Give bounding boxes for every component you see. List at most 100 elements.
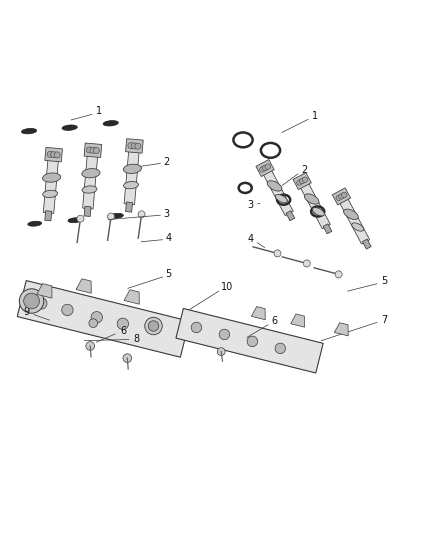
Ellipse shape [304, 194, 319, 204]
Polygon shape [124, 290, 139, 304]
Circle shape [217, 348, 225, 356]
Polygon shape [339, 197, 370, 244]
Polygon shape [251, 306, 265, 320]
Ellipse shape [93, 148, 99, 154]
Polygon shape [291, 314, 304, 327]
Polygon shape [124, 149, 139, 205]
Text: 7: 7 [381, 315, 387, 325]
Circle shape [219, 329, 230, 340]
Text: 2: 2 [163, 157, 170, 167]
Ellipse shape [352, 223, 364, 231]
Ellipse shape [86, 147, 92, 153]
Ellipse shape [339, 193, 344, 199]
Ellipse shape [123, 164, 141, 173]
Ellipse shape [131, 143, 138, 149]
Ellipse shape [28, 221, 42, 226]
Text: 5: 5 [381, 276, 387, 286]
Circle shape [335, 271, 342, 278]
Circle shape [148, 321, 159, 331]
Ellipse shape [267, 181, 282, 191]
Circle shape [77, 215, 84, 222]
Text: 2: 2 [301, 165, 307, 175]
Text: 8: 8 [133, 334, 139, 344]
Polygon shape [83, 154, 98, 209]
Ellipse shape [110, 213, 124, 219]
Circle shape [303, 260, 310, 267]
Polygon shape [363, 239, 371, 249]
Ellipse shape [82, 168, 100, 178]
Ellipse shape [297, 180, 302, 185]
Polygon shape [126, 139, 143, 153]
Polygon shape [286, 211, 295, 221]
Text: 9: 9 [24, 308, 30, 317]
Text: 3: 3 [247, 200, 254, 211]
Text: 5: 5 [166, 269, 172, 279]
Ellipse shape [62, 125, 77, 131]
Text: 10: 10 [221, 282, 233, 293]
Polygon shape [17, 280, 189, 357]
Circle shape [89, 319, 98, 327]
Ellipse shape [68, 218, 82, 223]
Ellipse shape [260, 167, 265, 172]
Text: 1: 1 [312, 111, 318, 121]
Ellipse shape [302, 177, 307, 182]
Text: 4: 4 [247, 234, 254, 244]
Circle shape [91, 312, 102, 323]
Ellipse shape [47, 151, 53, 157]
Polygon shape [256, 159, 274, 176]
Ellipse shape [342, 192, 347, 198]
Circle shape [86, 342, 95, 350]
Circle shape [138, 211, 145, 218]
Polygon shape [323, 224, 332, 234]
Polygon shape [263, 169, 293, 216]
Ellipse shape [90, 147, 96, 154]
Text: 4: 4 [166, 233, 172, 243]
Circle shape [19, 289, 44, 313]
Text: 6: 6 [272, 316, 278, 326]
Circle shape [145, 317, 162, 335]
Ellipse shape [128, 142, 134, 149]
Circle shape [35, 298, 47, 309]
Circle shape [274, 250, 281, 257]
Circle shape [24, 293, 39, 309]
Polygon shape [332, 188, 350, 205]
Polygon shape [37, 284, 52, 298]
Ellipse shape [300, 179, 305, 184]
Ellipse shape [54, 152, 60, 158]
Polygon shape [45, 148, 63, 162]
Polygon shape [84, 143, 102, 158]
Ellipse shape [124, 182, 138, 189]
Polygon shape [126, 202, 133, 212]
Ellipse shape [265, 164, 270, 169]
Ellipse shape [21, 128, 37, 134]
Text: 6: 6 [120, 326, 126, 336]
Circle shape [275, 343, 286, 353]
Circle shape [247, 336, 258, 346]
Ellipse shape [43, 190, 58, 198]
Ellipse shape [312, 207, 325, 216]
Ellipse shape [103, 120, 118, 126]
Circle shape [123, 354, 132, 362]
Polygon shape [300, 182, 330, 229]
Ellipse shape [344, 209, 358, 220]
Polygon shape [334, 322, 348, 336]
Polygon shape [293, 173, 311, 190]
Circle shape [107, 213, 114, 220]
Ellipse shape [50, 151, 57, 158]
Polygon shape [45, 211, 52, 221]
Ellipse shape [82, 186, 97, 193]
Ellipse shape [42, 173, 61, 182]
Polygon shape [84, 206, 91, 216]
Polygon shape [76, 279, 91, 293]
Ellipse shape [336, 195, 342, 200]
Ellipse shape [262, 165, 268, 171]
Text: 3: 3 [163, 209, 170, 219]
Polygon shape [176, 309, 323, 373]
Ellipse shape [135, 143, 141, 149]
Circle shape [117, 318, 128, 329]
Text: 1: 1 [96, 106, 102, 116]
Circle shape [62, 304, 73, 316]
Circle shape [191, 322, 201, 333]
Ellipse shape [276, 195, 287, 203]
Polygon shape [43, 158, 59, 213]
